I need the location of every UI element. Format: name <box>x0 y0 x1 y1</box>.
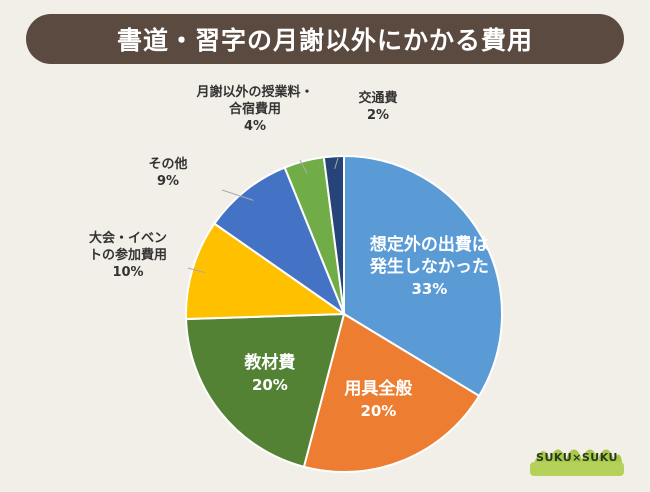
logo-leaf-icon <box>530 449 624 476</box>
leader-line <box>187 267 205 274</box>
slice-label: 大会・イベン <box>89 230 167 246</box>
leader-line <box>334 157 339 170</box>
pie-slice <box>343 154 503 398</box>
slice-label: 用具全般 <box>344 378 412 399</box>
slice-label: その他 <box>148 156 187 172</box>
slice-label: トの参加費用 <box>89 247 167 263</box>
chart-title-banner: 書道・習字の月謝以外にかかる費用 <box>26 14 624 64</box>
slice-label: 月謝以外の授業料・ <box>195 84 313 100</box>
slice-value-label: 4% <box>244 119 266 134</box>
slice-value-label: 9% <box>157 174 179 189</box>
chart-title: 書道・習字の月謝以外にかかる費用 <box>116 26 533 55</box>
slice-label: 発生しなかった <box>369 256 489 277</box>
slice-label: 交通費 <box>358 90 397 106</box>
slice-value-label: 2% <box>367 108 389 123</box>
slice-value-label: 10% <box>112 265 143 280</box>
pie-slice <box>185 312 346 469</box>
slice-value-label: 20% <box>252 376 288 394</box>
slice-value-label: 33% <box>411 280 447 298</box>
pie-slice <box>302 312 481 473</box>
leader-line <box>299 159 308 174</box>
slice-value-label: 20% <box>360 402 396 420</box>
suku-suku-logo: SUKU×SUKU <box>528 440 626 478</box>
leader-line <box>221 189 254 201</box>
slice-label: 教材費 <box>243 352 295 373</box>
pie-slice <box>322 154 345 315</box>
slice-label: 合宿費用 <box>229 101 281 117</box>
logo-text: SUKU×SUKU <box>536 451 618 464</box>
slice-label: 想定外の出費は <box>370 234 489 255</box>
pie-slice <box>213 166 347 317</box>
